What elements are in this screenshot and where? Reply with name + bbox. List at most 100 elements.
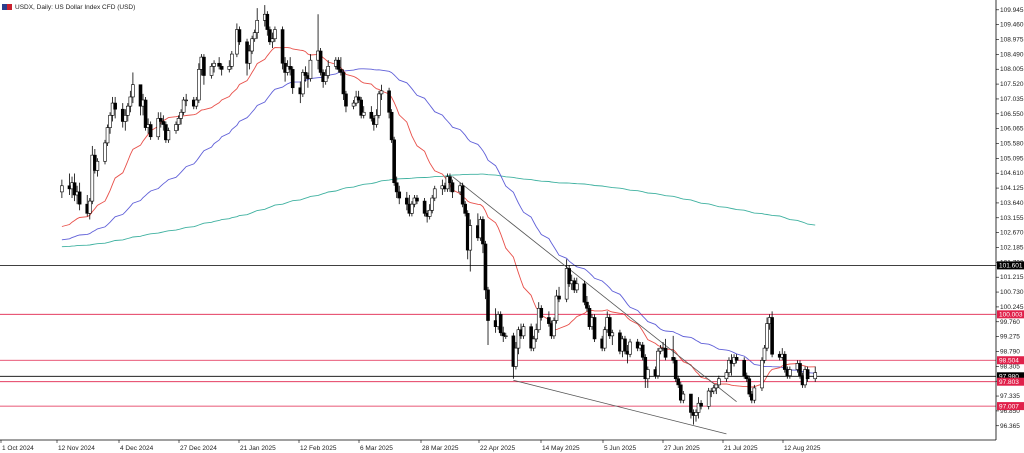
candle-body (209, 66, 214, 76)
candle-body (547, 317, 551, 324)
candle-body (552, 320, 556, 337)
candle-body (197, 69, 201, 101)
candle-body (427, 209, 432, 217)
candle-body (288, 66, 292, 70)
candle-body (148, 124, 153, 138)
price-tick-label: 109.945 (1000, 7, 1024, 14)
price-tick-label: 107.520 (1000, 81, 1024, 88)
candle-body (113, 102, 117, 110)
candle-body (610, 332, 615, 337)
candle-body (422, 200, 427, 214)
candle-body (179, 111, 183, 119)
candle-body (227, 66, 232, 70)
candle-body (430, 197, 435, 211)
price-tick-label: 102.670 (1000, 230, 1024, 237)
candle-body (640, 344, 645, 358)
candle-body (273, 29, 277, 40)
candle-body (501, 332, 506, 337)
price-tick-label: 98.790 (1000, 348, 1020, 355)
time-tick-label: 12 Nov 2024 (58, 445, 95, 452)
time-tick-label: 21 Jul 2025 (724, 445, 758, 452)
level-label: 100.003 (999, 312, 1023, 319)
candle-body (369, 111, 374, 119)
candle-body (361, 111, 366, 116)
candle-body (339, 69, 343, 73)
candle-body (676, 378, 681, 386)
candle-body (481, 219, 485, 245)
time-axis: 1 Oct 2024 12 Nov 2024 4 Dec 2024 27 Dec 20… (0, 439, 996, 452)
price-tick-label: 97.335 (1000, 393, 1020, 400)
candle-body (303, 72, 308, 76)
candle-body (176, 118, 181, 125)
candle-body (318, 50, 323, 73)
candle-body (237, 29, 242, 43)
candle-body (536, 307, 541, 331)
candle-body (673, 360, 678, 380)
candle-body (181, 99, 186, 113)
price-tick-label: 104.610 (1000, 170, 1024, 177)
candle-body (103, 142, 107, 162)
candle-body (392, 139, 396, 184)
time-tick-label: 28 Mar 2025 (422, 445, 459, 452)
price-tick-label: 102.185 (1000, 244, 1024, 251)
candle-body (108, 115, 112, 128)
price-tick-label: 108.005 (1000, 66, 1024, 73)
candle-body (762, 347, 767, 361)
time-tick-label: 6 Mar 2025 (360, 445, 393, 452)
candle-body (308, 59, 313, 79)
candle-body (813, 372, 818, 380)
candle-body (628, 341, 632, 355)
candle-body (123, 115, 128, 122)
candle-body (138, 84, 143, 107)
ma-mid-line (61, 68, 816, 374)
price-tick-label: 109.460 (1000, 22, 1024, 29)
candle-body (582, 283, 587, 303)
candle-body (252, 32, 257, 40)
candle-body (521, 326, 526, 337)
candle-body (77, 191, 82, 205)
level-label: 97.803 (999, 379, 1019, 386)
level-label: 101.601 (999, 263, 1023, 270)
price-tick-label: 99.275 (1000, 334, 1020, 341)
candle-body (359, 99, 363, 116)
candle-body (268, 29, 272, 43)
candle-body (460, 185, 465, 205)
price-tick-label: 96.850 (1000, 408, 1020, 415)
candle-body (531, 338, 536, 349)
chart-title: USDX, Daily: US Dollar Index CFD (USD) (15, 3, 136, 11)
candle-body (265, 13, 270, 30)
candle-body (87, 200, 92, 214)
price-tick-label: 103.640 (1000, 200, 1024, 207)
level-label-box (997, 377, 1024, 386)
candle-body (696, 402, 701, 413)
candle-body (567, 268, 571, 285)
candle-body (415, 197, 419, 202)
price-tick-label: 104.125 (1000, 185, 1024, 192)
candle-body (798, 363, 802, 376)
price-tick-label: 100.730 (1000, 289, 1024, 296)
candle-body (557, 295, 561, 300)
candle-body (410, 203, 414, 214)
candle-body (747, 378, 752, 395)
price-tick-label: 106.550 (1000, 111, 1024, 118)
candle-body (230, 53, 234, 67)
candle-body (658, 347, 663, 352)
candle-body (72, 182, 77, 196)
candle-body (374, 115, 379, 125)
candle-body (663, 347, 668, 358)
resistance-trendline (452, 176, 737, 403)
candle-body (156, 118, 161, 138)
candle-body (678, 384, 683, 401)
price-tick-label: 105.095 (1000, 155, 1024, 162)
candle-body (717, 378, 721, 386)
candle-body (90, 154, 95, 202)
price-tick-label: 99.760 (1000, 319, 1020, 326)
time-tick-label: 27 Jun 2025 (664, 445, 700, 452)
time-tick-label: 22 Apr 2025 (480, 445, 515, 452)
price-tick-label: 108.490 (1000, 51, 1024, 58)
candle-body (356, 96, 361, 101)
candle-body (194, 99, 199, 107)
candle-body (379, 90, 384, 95)
